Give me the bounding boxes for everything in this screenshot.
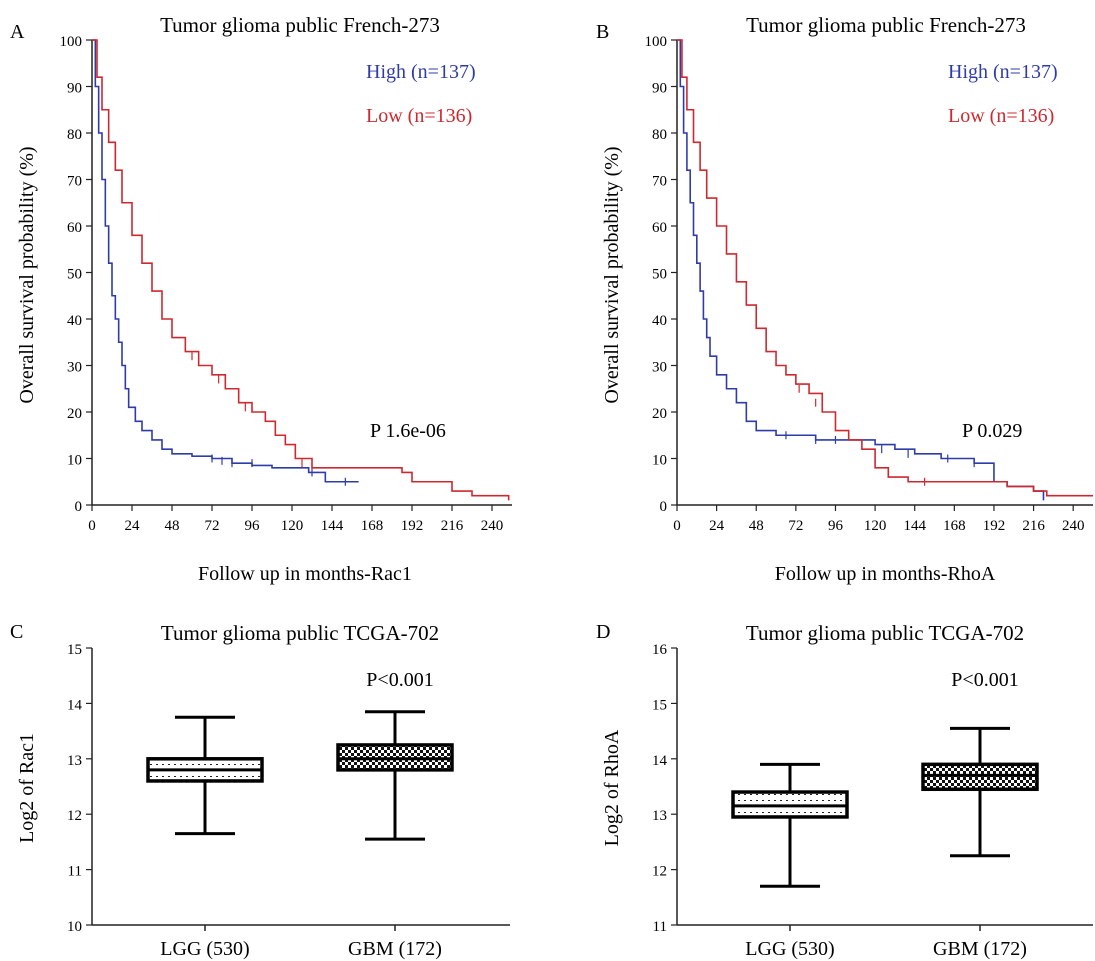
x-tick-label: 168 [943,518,966,534]
x-tick-label: 240 [1062,518,1085,534]
panel-letter-c: C [10,621,23,643]
x-tick-label: 168 [361,518,384,534]
y-tick-label: 15 [652,697,667,713]
x-tick-label: 72 [788,518,803,534]
panel-c: C Tumor glioma public TCGA-702 P<0.001 L… [10,621,510,960]
x-tick-label: 96 [828,518,844,534]
x-tick-label: 216 [441,518,464,534]
x-tick-label: 24 [709,518,725,534]
panel-c-title: Tumor glioma public TCGA-702 [161,621,439,645]
y-tick-label: 12 [67,808,82,824]
y-tick-label: 90 [652,81,667,97]
y-tick-label: 30 [67,360,82,376]
x-tick-label: 216 [1022,518,1045,534]
y-tick-label: 11 [68,864,82,880]
panel-a-title: Tumor glioma public French-273 [160,13,440,37]
panel-a-ylabel: Overall survival probability (%) [16,146,38,403]
y-tick-label: 15 [67,642,82,658]
survival-curve-high [92,39,359,483]
y-tick-label: 40 [67,313,82,329]
panel-a: A Tumor glioma public French-273 Overall… [10,13,512,585]
x-tick-label: 48 [749,518,764,534]
x-tick-label: 0 [673,518,681,534]
panel-letter-d: D [596,621,610,643]
panel-d-ylabel: Log2 of RhoA [601,729,623,846]
x-tick-label: 48 [165,518,180,534]
x-tick-label: 240 [481,518,504,534]
x-tick-label: 144 [903,518,926,534]
panel-c-plot: 10 11 12 13 14 15 LGG (530) GBM (172) [67,642,510,960]
panel-b-legend-high: High (n=137) [948,61,1058,83]
y-tick-label: 100 [645,34,668,50]
y-tick-label: 14 [67,697,83,713]
y-tick-label: 13 [652,808,667,824]
panel-d-title: Tumor glioma public TCGA-702 [746,621,1024,645]
y-tick-label: 10 [67,919,82,935]
panel-b-plot: 0 10 20 30 40 50 60 70 80 90 100 0 24 48 72 96 120 144 168… [645,34,1093,534]
y-tick-label: 70 [652,174,667,190]
y-tick-label: 0 [75,499,83,515]
panel-c-annotation: P<0.001 [366,669,433,691]
panel-a-xlabel: Follow up in months-Rac1 [198,563,412,585]
y-tick-label: 11 [653,919,667,935]
panel-d: D Tumor glioma public TCGA-702 P<0.001 L… [596,621,1093,960]
panel-d-plot: 11 12 13 14 15 16 LGG (530) GBM (172) [652,642,1093,960]
x-tick-label: 96 [245,518,261,534]
y-tick-label: 60 [67,220,82,236]
x-category-label: GBM (172) [933,938,1027,960]
y-tick-label: 50 [652,267,667,283]
panel-b-legend-low: Low (n=136) [948,105,1054,127]
y-tick-label: 20 [652,406,667,422]
panel-c-ylabel: Log2 of Rac1 [16,733,38,843]
x-tick-label: 0 [88,518,96,534]
panel-d-annotation: P<0.001 [951,669,1018,691]
y-tick-label: 14 [652,753,668,769]
y-tick-label: 10 [67,453,82,469]
y-tick-label: 80 [652,127,667,143]
y-tick-label: 0 [660,499,668,515]
x-category-label: GBM (172) [348,938,442,960]
y-tick-label: 100 [60,34,83,50]
y-tick-label: 20 [67,406,82,422]
x-category-label: LGG (530) [160,938,249,960]
x-category-label: LGG (530) [745,938,834,960]
survival-curve-low [92,39,510,501]
x-tick-label: 120 [281,518,304,534]
panel-letter-b: B [596,21,609,43]
y-tick-label: 60 [652,220,667,236]
panel-b-xlabel: Follow up in months-RhoA [775,563,996,585]
y-tick-label: 50 [67,267,82,283]
panel-b-title: Tumor glioma public French-273 [746,13,1026,37]
x-tick-label: 144 [321,518,344,534]
survival-curve-low [677,39,1093,497]
y-tick-label: 16 [652,642,668,658]
y-tick-label: 40 [652,313,667,329]
y-tick-label: 70 [67,174,82,190]
x-tick-label: 120 [864,518,887,534]
panel-a-legend-low: Low (n=136) [366,105,472,127]
y-tick-label: 12 [652,864,667,880]
y-tick-label: 90 [67,81,82,97]
y-tick-label: 30 [652,360,667,376]
panel-b: B Tumor glioma public French-273 Overall… [596,13,1093,585]
panel-a-legend-high: High (n=137) [366,61,476,83]
y-tick-label: 10 [652,453,667,469]
panel-letter-a: A [10,21,25,43]
x-tick-label: 192 [983,518,1006,534]
panel-b-annotation: P 0.029 [962,420,1022,442]
x-tick-label: 72 [205,518,220,534]
y-tick-label: 80 [67,127,82,143]
panel-b-ylabel: Overall survival probability (%) [601,146,623,403]
panel-a-annotation: P 1.6e-06 [370,420,446,442]
y-tick-label: 13 [67,753,82,769]
x-tick-label: 24 [125,518,141,534]
x-tick-label: 192 [401,518,424,534]
panel-a-plot: 0 10 20 30 40 50 60 70 80 90 100 0 24 48 72 96 120 144 168… [60,34,512,534]
